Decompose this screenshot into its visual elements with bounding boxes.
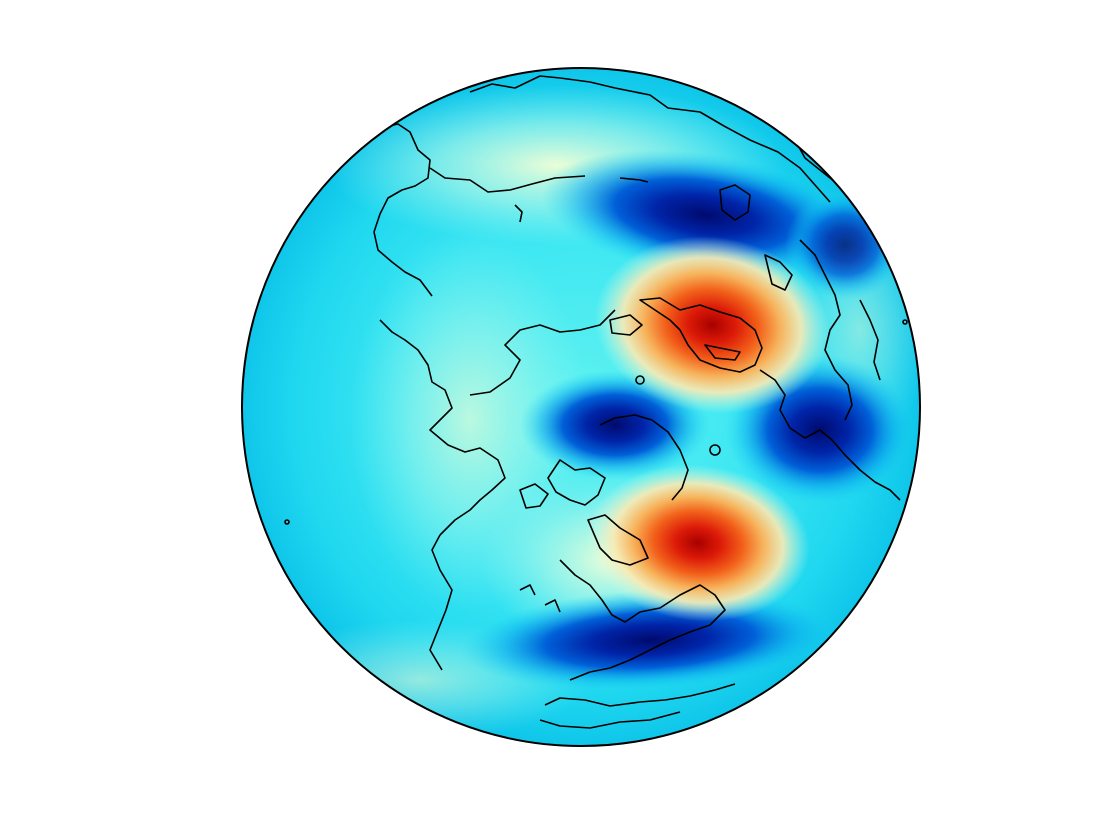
coastlines: [284, 75, 908, 729]
globe-outline: [241, 67, 921, 747]
field-layer: [242, 68, 920, 746]
high-feature-lower: [586, 464, 810, 622]
